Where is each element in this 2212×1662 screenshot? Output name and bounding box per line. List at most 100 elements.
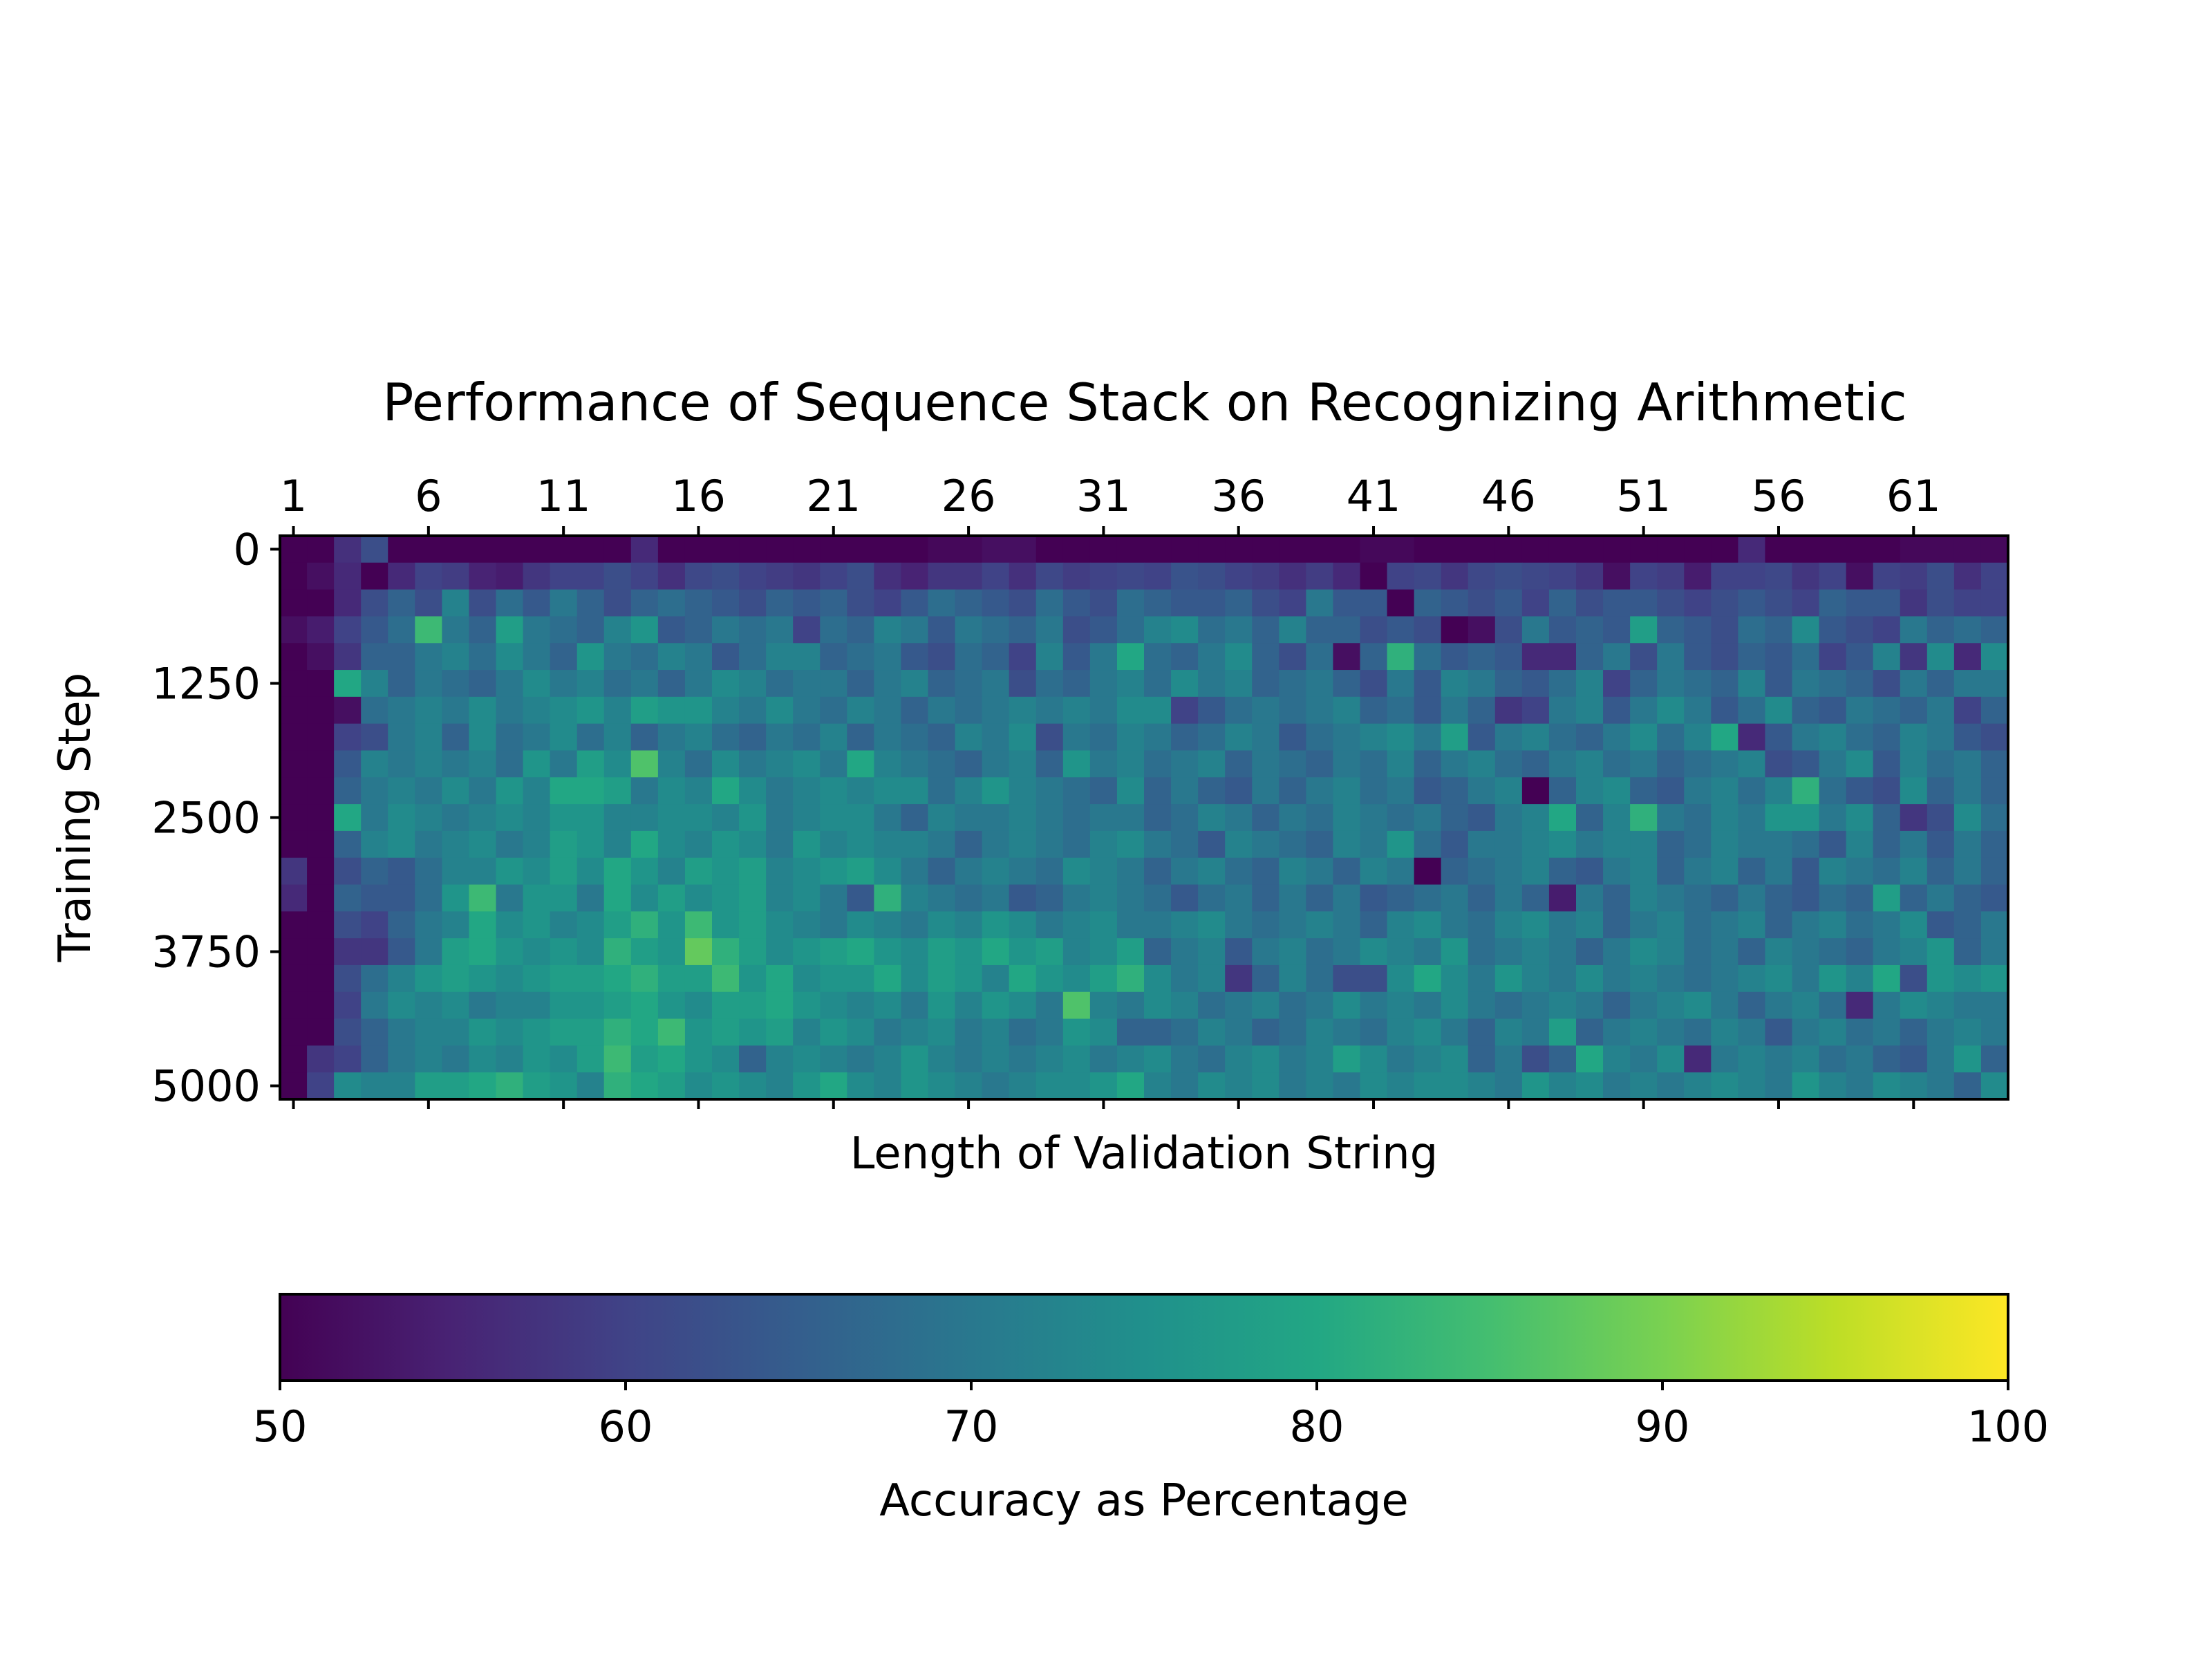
heatmap-cell [1441,830,1469,859]
heatmap-cell [1953,1045,1982,1073]
heatmap-cell [1819,562,1847,590]
heatmap-cell [1711,804,1738,832]
heatmap-cell [1009,884,1037,912]
heatmap-cell [982,830,1010,859]
heatmap-cell [901,911,929,939]
heatmap-cell [1603,750,1631,778]
heatmap-cell [1657,857,1685,886]
heatmap-cell [1279,750,1306,778]
heatmap-cell [630,589,659,617]
heatmap-cell [766,536,794,563]
heatmap-cell [1927,1072,1955,1100]
heatmap-cell [307,911,335,939]
heatmap-cell [1333,777,1361,805]
heatmap-cell [1252,723,1280,751]
heatmap-cell [820,562,847,590]
heatmap-cell [1468,1045,1496,1073]
heatmap-cell [1765,1072,1793,1100]
heatmap-cell [1630,804,1658,832]
heatmap-cell [657,804,686,832]
heatmap-cell [1765,857,1793,886]
heatmap-cell [901,643,929,671]
heatmap-cell [1494,723,1523,751]
heatmap-cell [1548,696,1577,725]
heatmap-cell [874,857,902,886]
heatmap-cell [1521,696,1550,725]
heatmap-cell [577,777,605,805]
heatmap-cell [334,777,362,805]
heatmap-cell [1035,777,1064,805]
heatmap-cell [1062,830,1091,859]
heatmap-cell [415,938,442,966]
heatmap-cell [496,1072,524,1100]
heatmap-cell [523,643,551,671]
heatmap-cell [1009,723,1037,751]
heatmap-cell [1009,777,1037,805]
heatmap-cell [469,562,497,590]
heatmap-cell [1657,804,1685,832]
heatmap-cell [1144,1018,1172,1046]
heatmap-cell [1306,884,1334,912]
heatmap-cell [1494,562,1523,590]
heatmap-cell [955,696,983,725]
heatmap-cell [1387,562,1415,590]
heatmap-cell [334,1072,362,1100]
heatmap-cell [928,991,956,1020]
heatmap-cell [361,750,388,778]
heatmap-cell [1062,750,1091,778]
heatmap-cell [469,777,497,805]
heatmap-cell [630,562,659,590]
heatmap-cell [1468,643,1496,671]
heatmap-cell [603,670,632,698]
heatmap-cell [684,643,713,671]
heatmap-cell [847,830,874,859]
heatmap-cell [361,723,388,751]
heatmap-cell [1603,830,1631,859]
heatmap-cell [1306,670,1334,698]
heatmap-cell [1387,884,1415,912]
heatmap-cell [1333,589,1361,617]
heatmap-cell [1953,938,1982,966]
heatmap-cell [1116,804,1145,832]
heatmap-cell [712,536,740,563]
heatmap-cell [1765,1045,1793,1073]
heatmap-cell [1684,643,1712,671]
heatmap-cell [1306,696,1334,725]
heatmap-cell [1711,991,1738,1020]
heatmap-cell [1062,643,1091,671]
heatmap-cell [1360,562,1388,590]
heatmap-cell [982,1072,1010,1100]
heatmap-cell [1279,589,1306,617]
heatmap-cell [928,616,956,644]
heatmap-cell [1198,1045,1226,1073]
heatmap-cell [1900,991,1928,1020]
heatmap-cell [1576,589,1604,617]
heatmap-cell [1279,991,1306,1020]
heatmap-cell [1468,938,1496,966]
heatmap-cell [577,643,605,671]
heatmap-cell [1603,589,1631,617]
heatmap-cell [496,938,524,966]
heatmap-cell [1387,938,1415,966]
heatmap-cell [820,1018,847,1046]
heatmap-cell [1089,589,1118,617]
heatmap-cell [1116,884,1145,912]
heatmap-cell [1360,938,1388,966]
heatmap-cell [1630,536,1658,563]
heatmap-cell [1089,1072,1118,1100]
heatmap-cell [1171,830,1199,859]
heatmap-cell [1792,589,1820,617]
heatmap-cell [603,1072,632,1100]
heatmap-cell [1198,536,1226,563]
heatmap-cell [1819,1018,1847,1046]
heatmap-cell [280,804,308,832]
heatmap-cell [415,723,442,751]
heatmap-cell [1468,777,1496,805]
heatmap-cell [1953,1018,1982,1046]
heatmap-cell [1900,589,1928,617]
heatmap-cell [1198,938,1226,966]
heatmap-cell [1441,696,1469,725]
heatmap-cell [280,750,308,778]
heatmap-cell [982,911,1010,939]
